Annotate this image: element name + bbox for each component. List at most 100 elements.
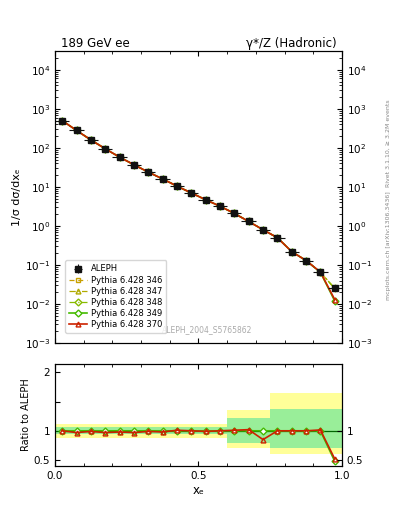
Pythia 6.428 370: [74, 127, 79, 134]
Pythia 6.428 347: [146, 169, 151, 175]
Pythia 6.428 348: [132, 162, 136, 168]
Pythia 6.428 348: [261, 227, 265, 233]
Pythia 6.428 348: [189, 190, 194, 196]
Pythia 6.428 347: [174, 183, 179, 189]
Pythia 6.428 347: [74, 127, 79, 134]
Pythia 6.428 349: [74, 127, 79, 134]
Pythia 6.428 349: [232, 210, 237, 217]
Pythia 6.428 370: [174, 183, 179, 189]
Pythia 6.428 349: [261, 227, 265, 233]
Pythia 6.428 347: [60, 118, 64, 124]
Pythia 6.428 348: [318, 269, 323, 275]
Pythia 6.428 370: [88, 137, 93, 143]
Pythia 6.428 349: [160, 176, 165, 182]
Pythia 6.428 347: [103, 146, 108, 152]
Pythia 6.428 347: [117, 154, 122, 160]
Pythia 6.428 347: [275, 234, 280, 241]
Pythia 6.428 348: [275, 234, 280, 241]
Pythia 6.428 349: [146, 169, 151, 175]
Pythia 6.428 348: [103, 146, 108, 152]
Pythia 6.428 349: [218, 203, 222, 209]
Pythia 6.428 346: [318, 269, 323, 275]
Legend: ALEPH, Pythia 6.428 346, Pythia 6.428 347, Pythia 6.428 348, Pythia 6.428 349, P: ALEPH, Pythia 6.428 346, Pythia 6.428 34…: [65, 260, 166, 333]
Pythia 6.428 347: [261, 227, 265, 233]
Line: Pythia 6.428 346: Pythia 6.428 346: [60, 118, 337, 291]
Pythia 6.428 348: [174, 183, 179, 189]
Pythia 6.428 349: [246, 219, 251, 225]
Pythia 6.428 370: [275, 234, 280, 241]
Pythia 6.428 370: [332, 296, 337, 303]
Pythia 6.428 346: [218, 203, 222, 209]
Pythia 6.428 346: [232, 210, 237, 217]
Line: Pythia 6.428 347: Pythia 6.428 347: [60, 118, 337, 291]
Pythia 6.428 370: [289, 248, 294, 254]
Pythia 6.428 370: [203, 197, 208, 203]
Pythia 6.428 348: [74, 127, 79, 134]
X-axis label: xₑ: xₑ: [193, 483, 204, 497]
Pythia 6.428 370: [304, 258, 309, 264]
Pythia 6.428 347: [246, 219, 251, 225]
Pythia 6.428 370: [160, 176, 165, 182]
Pythia 6.428 347: [218, 203, 222, 209]
Pythia 6.428 346: [261, 227, 265, 233]
Text: 189 GeV ee: 189 GeV ee: [61, 37, 130, 50]
Pythia 6.428 346: [60, 118, 64, 124]
Pythia 6.428 349: [318, 269, 323, 275]
Pythia 6.428 348: [160, 176, 165, 182]
Pythia 6.428 347: [203, 197, 208, 203]
Pythia 6.428 370: [103, 146, 108, 152]
Pythia 6.428 349: [289, 248, 294, 254]
Pythia 6.428 347: [232, 210, 237, 217]
Pythia 6.428 349: [103, 146, 108, 152]
Text: γ*/Z (Hadronic): γ*/Z (Hadronic): [246, 37, 336, 50]
Pythia 6.428 348: [332, 285, 337, 291]
Pythia 6.428 347: [289, 248, 294, 254]
Pythia 6.428 370: [132, 162, 136, 168]
Pythia 6.428 347: [318, 269, 323, 275]
Pythia 6.428 349: [174, 183, 179, 189]
Line: Pythia 6.428 349: Pythia 6.428 349: [60, 118, 337, 303]
Pythia 6.428 346: [246, 219, 251, 225]
Pythia 6.428 370: [218, 203, 222, 209]
Pythia 6.428 346: [289, 248, 294, 254]
Pythia 6.428 349: [88, 137, 93, 143]
Pythia 6.428 346: [146, 169, 151, 175]
Pythia 6.428 347: [332, 285, 337, 291]
Line: Pythia 6.428 348: Pythia 6.428 348: [60, 118, 337, 291]
Pythia 6.428 370: [246, 219, 251, 225]
Y-axis label: Ratio to ALEPH: Ratio to ALEPH: [21, 378, 31, 451]
Pythia 6.428 349: [332, 298, 337, 304]
Pythia 6.428 346: [275, 234, 280, 241]
Pythia 6.428 348: [88, 137, 93, 143]
Pythia 6.428 349: [189, 190, 194, 196]
Pythia 6.428 348: [246, 219, 251, 225]
Pythia 6.428 347: [304, 258, 309, 264]
Pythia 6.428 348: [146, 169, 151, 175]
Pythia 6.428 349: [117, 154, 122, 160]
Pythia 6.428 348: [218, 203, 222, 209]
Text: Rivet 3.1.10, ≥ 3.2M events: Rivet 3.1.10, ≥ 3.2M events: [386, 99, 391, 187]
Pythia 6.428 346: [103, 146, 108, 152]
Pythia 6.428 348: [232, 210, 237, 217]
Pythia 6.428 348: [117, 154, 122, 160]
Pythia 6.428 346: [174, 183, 179, 189]
Pythia 6.428 348: [60, 118, 64, 124]
Text: mcplots.cern.ch [arXiv:1306.3436]: mcplots.cern.ch [arXiv:1306.3436]: [386, 191, 391, 300]
Pythia 6.428 348: [289, 248, 294, 254]
Pythia 6.428 370: [232, 210, 237, 217]
Pythia 6.428 347: [88, 137, 93, 143]
Pythia 6.428 349: [132, 162, 136, 168]
Pythia 6.428 346: [332, 285, 337, 291]
Pythia 6.428 346: [132, 162, 136, 168]
Pythia 6.428 346: [74, 127, 79, 134]
Pythia 6.428 370: [189, 190, 194, 196]
Pythia 6.428 346: [88, 137, 93, 143]
Pythia 6.428 346: [304, 258, 309, 264]
Text: ALEPH_2004_S5765862: ALEPH_2004_S5765862: [162, 325, 252, 334]
Pythia 6.428 346: [160, 176, 165, 182]
Pythia 6.428 346: [203, 197, 208, 203]
Pythia 6.428 349: [275, 234, 280, 241]
Y-axis label: 1/σ dσ/dxₑ: 1/σ dσ/dxₑ: [12, 168, 22, 226]
Pythia 6.428 346: [189, 190, 194, 196]
Pythia 6.428 370: [146, 169, 151, 175]
